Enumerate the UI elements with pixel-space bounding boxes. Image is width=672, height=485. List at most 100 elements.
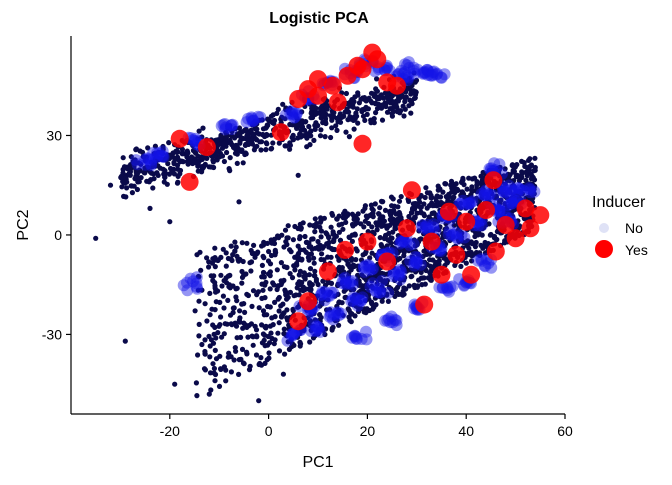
data-point-background — [192, 160, 199, 166]
data-point-background — [145, 164, 151, 170]
data-point-no — [390, 314, 403, 327]
data-point-no — [493, 205, 506, 217]
data-point-no — [493, 197, 506, 210]
data-point-background — [440, 189, 446, 195]
data-point-background — [433, 226, 439, 232]
data-point-no — [524, 183, 537, 196]
data-point-yes — [328, 93, 347, 112]
data-point-background — [206, 259, 212, 265]
data-point-no — [497, 184, 510, 197]
data-point-no — [358, 261, 371, 274]
data-point-background — [504, 177, 510, 183]
data-point-background — [317, 219, 324, 225]
data-point-background — [275, 296, 281, 302]
data-point-background — [239, 129, 245, 135]
data-point-background — [395, 269, 401, 275]
data-point-background — [457, 229, 463, 235]
data-point-background — [336, 229, 342, 235]
data-point-background — [156, 155, 162, 162]
data-point-background — [130, 158, 136, 165]
data-point-background — [249, 122, 256, 128]
data-point-no — [287, 327, 300, 340]
data-point-background — [342, 294, 348, 301]
data-point-background — [384, 243, 390, 249]
data-point-background — [393, 226, 399, 232]
data-point-no — [327, 313, 339, 326]
data-point-background — [249, 303, 255, 309]
data-point-background — [195, 352, 201, 358]
data-point-no — [141, 152, 154, 165]
data-point-background — [297, 221, 303, 227]
data-point-background — [225, 125, 231, 131]
data-point-no — [379, 314, 392, 327]
data-point-background — [398, 194, 404, 200]
data-point-background — [416, 221, 422, 227]
data-point-background — [360, 274, 366, 280]
data-point-background — [142, 170, 148, 176]
data-point-no — [242, 112, 255, 125]
data-point-background — [355, 120, 361, 126]
data-point-no — [442, 228, 455, 241]
data-point-no — [145, 157, 158, 170]
data-point-background — [206, 391, 212, 397]
data-point-no — [410, 256, 423, 269]
data-point-background — [527, 156, 533, 162]
data-point-background — [272, 299, 278, 305]
data-point-no — [157, 151, 170, 163]
data-point-background — [267, 273, 273, 279]
data-point-no — [418, 67, 431, 79]
points-layer — [93, 43, 550, 404]
data-point-background — [530, 175, 536, 181]
data-point-background — [225, 273, 231, 279]
data-point-background — [388, 287, 394, 293]
data-point-background — [235, 257, 241, 263]
data-point-background — [472, 233, 478, 240]
data-point-background — [256, 361, 262, 368]
data-point-background — [301, 270, 307, 276]
data-point-background — [264, 357, 270, 363]
x-tick-label: 20 — [360, 423, 376, 439]
data-point-no — [147, 147, 160, 159]
data-point-background — [334, 127, 340, 133]
data-point-no — [348, 329, 361, 342]
data-point-background — [499, 206, 505, 212]
data-point-no — [409, 250, 422, 263]
data-point-yes — [353, 134, 372, 153]
data-point-no — [427, 218, 440, 231]
data-point-background — [340, 274, 346, 280]
y-tick-label: 0 — [54, 227, 62, 243]
data-point-background — [340, 226, 346, 232]
data-point-no — [450, 227, 463, 239]
data-point-background — [400, 103, 406, 109]
data-point-no — [346, 275, 359, 287]
data-point-background — [390, 196, 396, 202]
data-point-background — [137, 148, 143, 154]
data-point-background — [229, 128, 235, 135]
data-point-no — [462, 197, 475, 210]
data-point-background — [365, 284, 371, 290]
data-point-background — [174, 162, 181, 168]
data-point-background — [315, 238, 321, 245]
data-point-background — [239, 268, 245, 275]
data-point-background — [464, 186, 470, 192]
data-point-no — [419, 221, 432, 233]
data-point-background — [223, 250, 229, 256]
data-point-background — [212, 347, 218, 353]
data-point-no — [396, 235, 409, 248]
data-point-background — [245, 334, 251, 340]
data-point-no — [252, 110, 264, 123]
data-point-background — [420, 275, 426, 281]
data-point-no — [433, 281, 446, 294]
data-point-background — [510, 182, 516, 188]
data-point-background — [362, 203, 368, 209]
data-point-no — [336, 277, 348, 290]
data-point-background — [479, 232, 485, 238]
data-point-no — [219, 123, 232, 136]
data-point-background — [270, 280, 276, 286]
data-point-yes — [289, 312, 308, 331]
data-point-background — [449, 185, 455, 191]
data-point-background — [350, 117, 357, 123]
data-point-background — [494, 236, 500, 243]
data-point-background — [133, 169, 139, 176]
data-point-background — [476, 224, 482, 231]
